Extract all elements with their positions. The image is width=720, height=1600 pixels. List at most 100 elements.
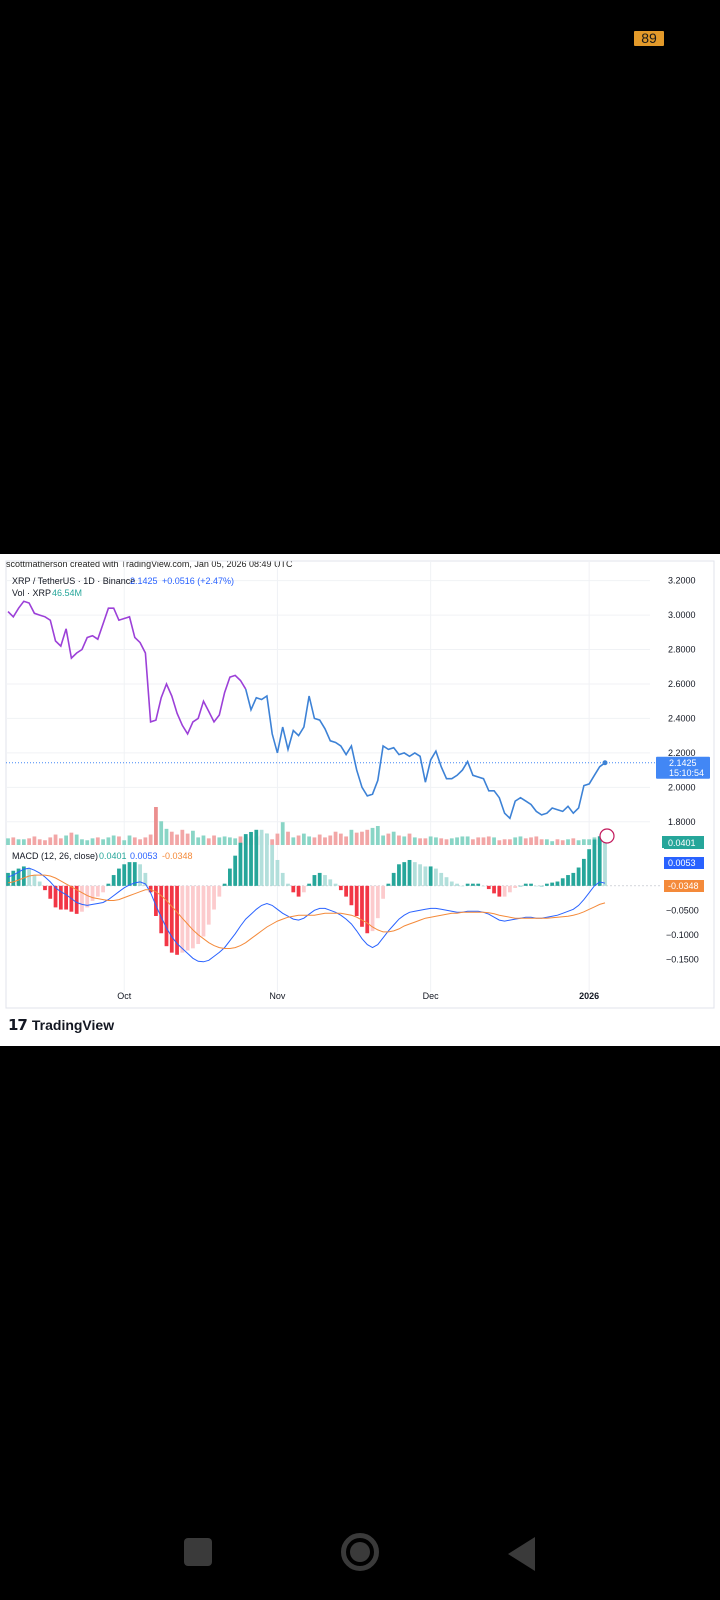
macd-histogram-bar — [603, 842, 607, 886]
macd-histogram-bar — [534, 885, 539, 887]
macd-histogram-bar — [518, 885, 523, 887]
macd-histogram-bar — [423, 866, 428, 886]
volume-bar — [222, 836, 227, 845]
volume-bar — [571, 838, 576, 845]
macd-histogram-bar — [365, 885, 370, 934]
volume-bar — [502, 839, 507, 845]
macd-histogram-bar — [539, 885, 544, 887]
volume-bar — [539, 839, 544, 845]
macd-histogram-bar — [191, 885, 195, 949]
volume-bar — [550, 841, 555, 845]
tradingview-logo[interactable]: 17 TradingView — [8, 1016, 114, 1034]
macd-histogram-bar — [513, 885, 518, 888]
macd-histogram-bar — [465, 883, 470, 886]
volume-bar — [439, 838, 444, 845]
recents-button[interactable] — [184, 1538, 212, 1566]
macd-histogram-bar — [16, 868, 21, 886]
volume-bar — [412, 837, 417, 845]
macd-histogram-bar — [101, 885, 105, 893]
macd-tick-label: −0.1500 — [666, 954, 699, 964]
grid — [5, 560, 715, 1009]
macd-histogram-bar — [412, 862, 417, 886]
volume-bar — [529, 837, 533, 845]
volume-bar — [196, 837, 201, 845]
macd-histogram-bar — [74, 885, 79, 914]
macd-histogram-bar — [550, 882, 555, 886]
macd-histogram-bar — [243, 834, 248, 886]
change-legend: +0.0516 (+2.47%) — [162, 576, 234, 586]
volume-bar — [486, 836, 491, 845]
macd-signal-line — [7, 874, 606, 949]
macd-histogram-bar — [148, 885, 153, 893]
back-button[interactable] — [508, 1537, 535, 1571]
volume-bar — [90, 838, 95, 845]
volume-pane — [6, 807, 607, 845]
macd-histogram-bar — [391, 872, 396, 886]
volume-bar — [21, 839, 26, 845]
macd-histogram-bar — [48, 885, 53, 899]
volume-bar — [402, 836, 407, 845]
macd-histogram-bar — [307, 883, 312, 886]
home-icon — [350, 1542, 370, 1562]
volume-bar — [471, 839, 475, 845]
macd-histogram-bar — [571, 872, 576, 886]
volume-bar — [460, 836, 465, 845]
volume-bar — [317, 834, 322, 845]
macd-histogram-bar — [560, 878, 565, 886]
volume-bar — [233, 838, 238, 845]
volume-bar — [449, 838, 454, 845]
volume-bar — [370, 827, 375, 845]
macd-histogram-bar — [344, 885, 349, 897]
volume-bar — [80, 839, 84, 845]
volume-bar — [275, 833, 280, 845]
volume-bar — [301, 833, 306, 845]
macd-histogram-bar — [238, 842, 243, 886]
last-price-tag — [656, 756, 710, 779]
macd-histogram-bar — [154, 885, 158, 917]
volume-bar — [481, 837, 486, 845]
macd-histogram-bar — [492, 885, 496, 894]
volume-bar — [43, 840, 47, 845]
volume-bar — [476, 837, 481, 845]
volume-bar — [391, 831, 396, 845]
macd-histogram-bar — [592, 839, 597, 886]
macd-histogram-bar — [159, 885, 164, 934]
volume-bar — [492, 837, 496, 845]
volume-bar — [523, 838, 528, 845]
volume-bar — [349, 829, 354, 845]
macd-title: MACD (12, 26, close) — [12, 851, 98, 861]
volume-bar — [106, 837, 111, 845]
macd-histogram-bar — [228, 868, 232, 886]
countdown-label: 15:10:54 — [669, 768, 704, 778]
price-tick-label: 1.8000 — [668, 817, 696, 827]
volume-bar — [132, 837, 137, 845]
volume-bar — [37, 839, 42, 845]
volume-bar — [111, 835, 116, 845]
volume-bar — [185, 833, 190, 845]
macd-histogram-bar — [175, 885, 179, 955]
macd-histogram-bar — [196, 885, 201, 945]
price-pane — [6, 600, 656, 820]
macd-histogram-bar — [566, 875, 570, 886]
macd-histogram-bar — [502, 885, 507, 897]
macd-histogram-bar — [95, 885, 100, 897]
price-tick-label: 2.8000 — [668, 645, 696, 655]
macd-histogram-bar — [249, 831, 253, 886]
macd-histogram-bar — [576, 867, 581, 886]
volume-bar — [16, 839, 21, 845]
home-button[interactable] — [341, 1533, 379, 1571]
battery-badge: 89 — [634, 31, 664, 46]
macd-histogram-bar — [85, 885, 90, 908]
macd-histogram-bar — [117, 868, 121, 886]
volume-bar — [69, 832, 74, 845]
macd-histogram-bar — [286, 883, 290, 886]
volume-bar — [169, 831, 174, 845]
volume-bar — [360, 831, 364, 845]
macd-histogram-bar — [264, 834, 269, 886]
volume-bar — [159, 821, 164, 845]
macd-histogram-bar — [460, 885, 465, 887]
volume-bar — [576, 840, 581, 845]
volume-bar — [11, 837, 16, 845]
volume-bar — [508, 839, 512, 845]
volume-bar — [338, 833, 343, 845]
